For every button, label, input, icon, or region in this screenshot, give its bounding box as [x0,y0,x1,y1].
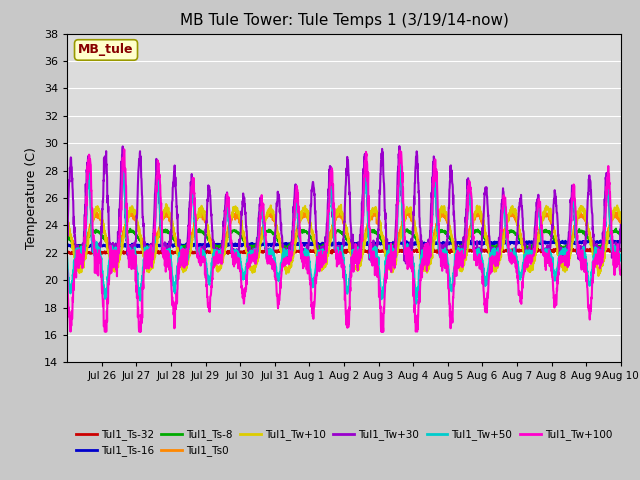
Tul1_Ts0 [511,217,519,223]
Tul1_Tw+30 [93,264,100,270]
Tul1_Ts0 [617,218,625,224]
Tul1_Tw+50 [378,292,385,298]
Tul1_Tw+100 [239,290,246,296]
Tul1_Tw+10 [542,205,550,211]
Tul1_Tw+10 [162,201,170,207]
Tul1_Tw+50 [609,249,617,255]
Tul1_Tw+50 [511,250,519,256]
Tul1_Tw+10 [378,229,385,235]
Tul1_Ts0 [238,228,246,234]
Tul1_Ts-32 [534,245,541,251]
Tul1_Ts-8 [612,226,620,231]
Tul1_Tw+30 [609,246,617,252]
Tul1_Ts-16 [119,243,127,249]
Tul1_Ts0 [378,233,385,239]
Line: Tul1_Ts-8: Tul1_Ts-8 [67,228,621,249]
Tul1_Ts-32 [63,250,71,255]
Line: Tul1_Ts0: Tul1_Ts0 [67,211,621,260]
Tul1_Ts-32 [378,248,385,254]
Tul1_Ts-32 [126,252,134,258]
Tul1_Tw+30 [396,143,403,149]
Tul1_Ts-32 [543,247,550,253]
Tul1_Ts-8 [63,232,71,238]
Tul1_Tw+100 [609,260,617,266]
Tul1_Ts-32 [609,248,617,253]
Tul1_Tw+50 [118,177,126,182]
Tul1_Tw+10 [595,273,602,279]
Tul1_Ts-16 [542,240,550,246]
Tul1_Ts0 [247,257,255,263]
Tul1_Ts-8 [118,234,126,240]
Y-axis label: Temperature (C): Temperature (C) [26,147,38,249]
Tul1_Tw+30 [63,219,71,225]
Tul1_Tw+10 [238,225,246,231]
Tul1_Tw+30 [238,205,246,211]
Tul1_Ts0 [609,214,617,219]
Tul1_Tw+50 [412,301,420,307]
Tul1_Ts-32 [238,250,246,255]
Tul1_Tw+30 [378,163,385,168]
Tul1_Tw+100 [378,311,385,316]
Tul1_Ts0 [543,213,550,218]
Tul1_Ts-8 [351,246,359,252]
Line: Tul1_Tw+100: Tul1_Tw+100 [67,149,621,332]
Tul1_Ts-32 [511,247,518,253]
Line: Tul1_Ts-16: Tul1_Ts-16 [67,240,621,247]
Tul1_Tw+100 [543,257,550,263]
Tul1_Ts-8 [609,229,617,235]
Line: Tul1_Ts-32: Tul1_Ts-32 [67,248,621,255]
Tul1_Tw+30 [617,222,625,228]
Line: Tul1_Tw+10: Tul1_Tw+10 [67,204,621,276]
Tul1_Tw+10 [609,212,617,217]
Tul1_Tw+10 [617,216,625,222]
Tul1_Tw+10 [63,213,71,219]
Tul1_Tw+100 [119,155,127,161]
Line: Tul1_Tw+30: Tul1_Tw+30 [67,146,621,267]
Tul1_Tw+10 [118,242,126,248]
Tul1_Tw+100 [617,270,625,276]
Tul1_Ts0 [266,208,274,214]
Title: MB Tule Tower: Tule Temps 1 (3/19/14-now): MB Tule Tower: Tule Temps 1 (3/19/14-now… [180,13,508,28]
Tul1_Tw+50 [543,253,550,259]
Text: MB_tule: MB_tule [78,44,134,57]
Tul1_Tw+100 [120,146,128,152]
Tul1_Tw+30 [543,249,550,255]
Tul1_Ts-16 [596,238,604,243]
Legend: Tul1_Ts-32, Tul1_Ts-16, Tul1_Ts-8, Tul1_Ts0, Tul1_Tw+10, Tul1_Tw+30, Tul1_Tw+50,: Tul1_Ts-32, Tul1_Ts-16, Tul1_Ts-8, Tul1_… [72,425,616,460]
Tul1_Tw+100 [63,267,71,273]
Line: Tul1_Tw+50: Tul1_Tw+50 [67,164,621,304]
Tul1_Ts-32 [617,247,625,253]
Tul1_Tw+30 [119,144,127,149]
Tul1_Ts-16 [73,244,81,250]
Tul1_Tw+50 [238,268,246,274]
Tul1_Ts-32 [118,250,126,256]
Tul1_Tw+30 [511,246,519,252]
Tul1_Ts-8 [542,229,550,235]
Tul1_Ts0 [118,232,126,238]
Tul1_Tw+100 [511,254,519,260]
Tul1_Ts0 [63,221,71,227]
Tul1_Ts-16 [511,240,518,246]
Tul1_Ts-16 [378,240,385,246]
Tul1_Ts-16 [609,240,617,246]
Tul1_Ts-16 [617,239,625,244]
Tul1_Ts-8 [617,231,625,237]
Tul1_Ts-8 [511,230,518,236]
Tul1_Tw+10 [511,211,518,217]
Tul1_Ts-16 [238,241,246,247]
Tul1_Ts-8 [238,235,246,241]
Tul1_Tw+50 [617,258,625,264]
Tul1_Ts-8 [378,237,385,242]
Tul1_Tw+100 [101,329,109,335]
Tul1_Tw+50 [63,255,71,261]
Tul1_Tw+50 [396,161,404,167]
Tul1_Ts-16 [63,242,71,248]
